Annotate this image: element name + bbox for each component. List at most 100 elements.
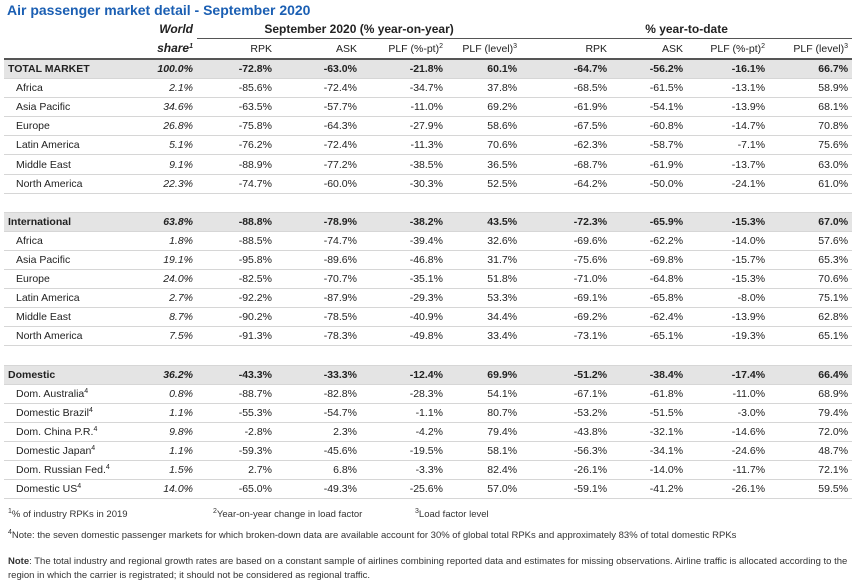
- value: -43.3%: [197, 365, 276, 385]
- spacer-row: [4, 193, 853, 213]
- value: 34.4%: [447, 307, 522, 328]
- text: Domestic Brazil: [16, 406, 89, 419]
- value: -33.3%: [276, 365, 361, 385]
- column-header: RPK: [197, 38, 276, 60]
- value: -11.7%: [687, 460, 770, 481]
- value: -75.6%: [521, 250, 612, 271]
- value: -58.7%: [611, 135, 688, 156]
- value: 75.1%: [769, 288, 853, 309]
- share: 36.2%: [120, 365, 197, 385]
- value: 72.0%: [769, 422, 853, 442]
- value: -65.1%: [611, 326, 688, 347]
- value: -34.1%: [611, 441, 688, 461]
- spacer-row: [4, 345, 853, 366]
- value: -69.6%: [521, 231, 612, 251]
- value: 57.0%: [447, 479, 522, 500]
- value: -51.5%: [611, 403, 688, 423]
- value: 52.5%: [447, 174, 522, 194]
- value: -82.5%: [197, 269, 276, 290]
- value: -61.9%: [521, 97, 612, 118]
- value: -73.1%: [521, 326, 612, 347]
- value: -67.1%: [521, 384, 612, 404]
- value: -14.0%: [611, 460, 688, 481]
- share: 0.8%: [120, 384, 197, 404]
- value: -61.5%: [611, 78, 688, 99]
- share: 1.1%: [120, 441, 197, 461]
- value: -21.8%: [361, 59, 447, 80]
- share: 19.1%: [120, 250, 197, 271]
- text: Load factor level: [418, 509, 489, 520]
- text: ASK: [662, 42, 684, 55]
- value: 72.1%: [769, 460, 853, 481]
- value: -70.7%: [276, 269, 361, 290]
- value: -41.2%: [611, 479, 688, 500]
- value: -13.7%: [687, 154, 770, 175]
- text: Domestic US: [16, 483, 78, 496]
- row-label: North America: [4, 326, 120, 347]
- value: -38.4%: [611, 365, 688, 385]
- value: 58.1%: [447, 441, 522, 461]
- text: RPK: [585, 42, 608, 55]
- value: 2.3%: [276, 422, 361, 442]
- row-label: TOTAL MARKET: [4, 59, 120, 80]
- value: 62.8%: [769, 307, 853, 328]
- value: 70.6%: [769, 269, 853, 290]
- data-row: Dom. Australia4 0.8% -88.7% -82.8% -28.3% 54.…: [4, 384, 853, 404]
- note-text: : The total industry and regional growth…: [8, 556, 848, 581]
- column-header: PLF (level)3: [769, 38, 853, 60]
- value: -51.2%: [521, 365, 612, 385]
- value: -46.8%: [361, 250, 447, 271]
- row-label: Latin America: [4, 288, 120, 309]
- value: 59.5%: [769, 479, 853, 500]
- share-header: share1: [120, 38, 197, 60]
- value: -64.7%: [521, 59, 612, 80]
- value: -61.8%: [611, 384, 688, 404]
- note-label: Note: [8, 556, 30, 567]
- value: 57.6%: [769, 231, 853, 251]
- row-label: Middle East: [4, 154, 120, 175]
- value: -29.3%: [361, 288, 447, 309]
- share: 8.7%: [120, 307, 197, 328]
- value: -74.7%: [276, 231, 361, 251]
- column-header: PLF (level)3: [447, 38, 522, 60]
- data-row: Middle East 9.1% -88.9% -77.2% -38.5% 36.5% -6…: [4, 154, 853, 175]
- value: -63.0%: [276, 59, 361, 80]
- value: -72.4%: [276, 135, 361, 156]
- sup: 1: [189, 43, 193, 51]
- value: 2.7%: [197, 460, 276, 481]
- value: 54.1%: [447, 384, 522, 404]
- sup: 2: [439, 42, 443, 50]
- value: -71.0%: [521, 269, 612, 290]
- value: -61.9%: [611, 154, 688, 175]
- value: -65.0%: [197, 479, 276, 500]
- value: -59.1%: [521, 479, 612, 500]
- value: -88.7%: [197, 384, 276, 404]
- row-label: Dom. Australia4: [4, 384, 120, 404]
- value: -43.8%: [521, 422, 612, 442]
- value: 43.5%: [447, 212, 522, 232]
- value: -78.5%: [276, 307, 361, 328]
- value: -19.3%: [687, 326, 770, 347]
- value: -38.2%: [361, 212, 447, 232]
- value: -4.2%: [361, 422, 447, 442]
- value: -65.8%: [611, 288, 688, 309]
- data-row: Europe 26.8% -75.8% -64.3% -27.9% 58.6% -67.5%…: [4, 116, 853, 137]
- value: 31.7%: [447, 250, 522, 271]
- data-row: Dom. Russian Fed.4 1.5% 2.7% 6.8% -3.3% 82.4%…: [4, 460, 853, 481]
- value: -14.6%: [687, 422, 770, 442]
- value: -87.9%: [276, 288, 361, 309]
- value: 69.2%: [447, 97, 522, 118]
- value: 70.6%: [447, 135, 522, 156]
- sup: 4: [88, 406, 93, 414]
- value: -35.1%: [361, 269, 447, 290]
- value: -75.8%: [197, 116, 276, 137]
- value: -13.9%: [687, 97, 770, 118]
- footnote: 1% of industry RPKs in 2019: [8, 508, 128, 520]
- data-row: TOTAL MARKET 100.0% -72.8% -63.0% -21.8% 60.1…: [4, 59, 853, 80]
- share: 7.5%: [120, 326, 197, 347]
- value: 36.5%: [447, 154, 522, 175]
- text: PLF (%-pt): [388, 42, 440, 55]
- cell: [4, 38, 120, 60]
- data-row: Asia Pacific 19.1% -95.8% -89.6% -46.8% 31.7%…: [4, 250, 853, 271]
- value: -15.7%: [687, 250, 770, 271]
